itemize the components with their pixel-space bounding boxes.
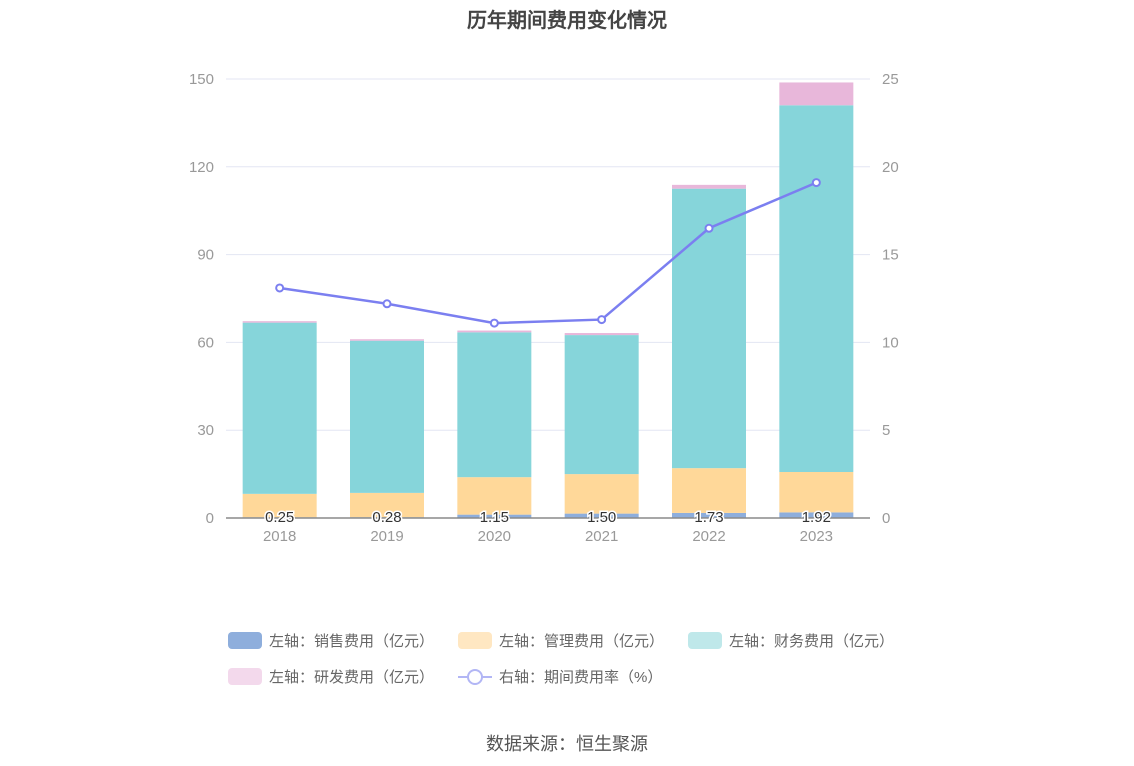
data-label-sales: 0.25	[265, 509, 294, 526]
legend-item-rate[interactable]: 右轴：期间费用率（%）	[458, 666, 662, 687]
bar-segment-sales	[564, 513, 639, 518]
y-right-tick-label: 15	[882, 247, 899, 264]
legend-swatch-rate-icon	[458, 668, 492, 685]
legend-swatch-rd	[228, 668, 262, 685]
y-right-tick-label: 10	[882, 334, 899, 351]
bar-segment-admin	[457, 477, 532, 515]
y-left-tick-label: 120	[189, 159, 214, 176]
y-left-tick-label: 90	[197, 247, 214, 264]
legend-label-rd: 左轴：研发费用（亿元）	[269, 669, 435, 686]
bar-segment-finance	[242, 322, 317, 494]
bar-segment-finance	[350, 340, 424, 493]
bar-segment-sales	[672, 512, 746, 518]
y-left-tick-label: 60	[197, 334, 214, 351]
bar-segment-rd	[672, 184, 746, 189]
bar-segment-finance	[564, 335, 639, 475]
bar-segment-rd	[457, 330, 532, 333]
rate-point	[382, 299, 392, 309]
data-label-sales: 1.50	[587, 509, 616, 526]
x-tick-label: 2019	[370, 528, 403, 545]
rate-point	[489, 318, 499, 328]
bar-segment-admin	[242, 493, 317, 518]
legend-item-finance[interactable]: 左轴：财务费用（亿元）	[688, 630, 894, 651]
data-label-sales: 1.15	[480, 509, 509, 526]
x-tick-label: 2021	[585, 528, 618, 545]
bar-segment-rd	[242, 321, 317, 323]
bar-segment-admin	[350, 492, 424, 518]
rate-point	[275, 283, 285, 293]
y-right-tick-label: 20	[882, 159, 899, 176]
bar-segment-admin	[779, 471, 854, 513]
y-left-tick-label: 30	[197, 422, 214, 439]
x-tick-label: 2022	[692, 528, 725, 545]
x-tick-label: 2023	[800, 528, 833, 545]
bar-segment-rd	[564, 333, 639, 336]
legend-swatch-finance	[688, 632, 722, 649]
chart-title: 历年期间费用变化情况	[467, 10, 667, 32]
bar-segment-sales	[779, 512, 854, 518]
legend-swatch-admin	[458, 632, 492, 649]
rate-line	[279, 181, 817, 325]
bar-segment-rd	[350, 339, 424, 341]
legend-item-admin[interactable]: 左轴：管理费用（亿元）	[458, 630, 664, 651]
legend-label-sales: 左轴：销售费用（亿元）	[269, 633, 435, 650]
y-right-tick-label: 0	[882, 510, 890, 527]
x-tick-label: 2018	[263, 528, 296, 545]
bar-segment-finance	[672, 188, 746, 469]
bar-segment-rd	[779, 82, 854, 106]
x-tick-label: 2020	[478, 528, 511, 545]
rate-point	[704, 223, 714, 233]
bar-segment-finance	[779, 105, 854, 472]
chart-canvas: 0 30 60 90 120 150 0 5 10 15 20 25 2018 2019 2020 2021 2…	[189, 71, 899, 545]
legend-label-finance: 左轴：财务费用（亿元）	[729, 633, 895, 650]
legend-item-rd[interactable]: 左轴：研发费用（亿元）	[228, 666, 434, 687]
data-label-sales: 0.28	[372, 509, 401, 526]
legend-item-sales[interactable]: 左轴：销售费用（亿元）	[228, 630, 434, 651]
rate-point	[811, 178, 821, 188]
bar-segment-admin	[672, 468, 746, 513]
y-left-tick-label: 150	[189, 71, 214, 88]
legend-label-rate: 右轴：期间费用率（%）	[499, 669, 663, 686]
data-label-sales: 1.73	[694, 509, 723, 526]
data-label-sales: 1.92	[802, 509, 831, 526]
y-left-tick-label: 0	[206, 510, 214, 527]
bar-segment-finance	[457, 332, 532, 478]
bar-segment-sales	[457, 514, 532, 518]
bar-segment-admin	[564, 474, 639, 514]
legend-label-admin: 左轴：管理费用（亿元）	[499, 633, 665, 650]
legend-swatch-sales	[228, 632, 262, 649]
data-source: 数据来源：恒生聚源	[486, 734, 648, 754]
y-right-tick-label: 5	[882, 422, 890, 439]
rate-point	[597, 315, 607, 325]
y-right-tick-label: 25	[882, 71, 899, 88]
